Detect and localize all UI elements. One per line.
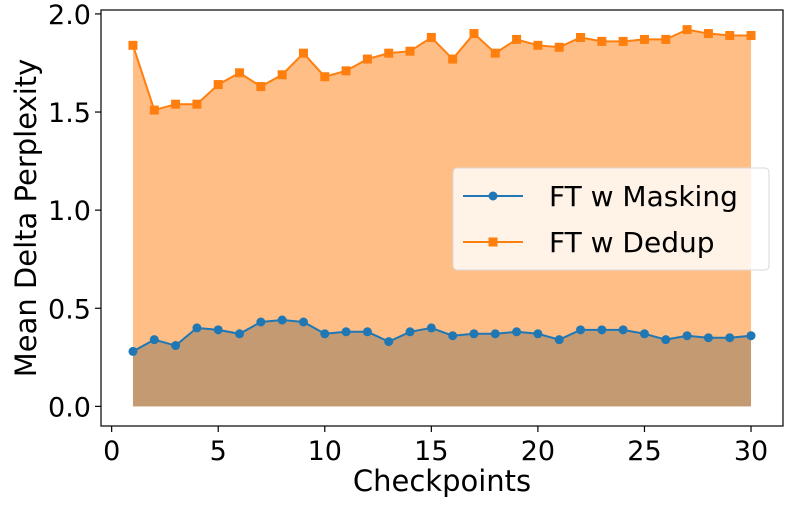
data-point [448, 54, 458, 64]
data-point [171, 341, 181, 351]
data-point [213, 80, 223, 90]
data-point [576, 325, 586, 335]
data-point [682, 25, 692, 35]
x-axis-ticks: 0 5 10 15 20 25 30 [103, 426, 768, 467]
data-point [256, 317, 266, 327]
data-point [277, 70, 287, 80]
data-point [576, 32, 586, 42]
data-point [661, 34, 671, 44]
data-point [235, 68, 245, 78]
legend-marker-0 [488, 191, 498, 201]
data-point [128, 346, 138, 356]
data-point [277, 315, 287, 325]
x-tick-label: 20 [521, 436, 555, 467]
y-tick-label: 2.0 [48, 0, 91, 31]
data-point [512, 34, 522, 44]
legend-marker-1 [488, 237, 498, 247]
x-tick-label: 30 [734, 436, 768, 467]
area-fill-1 [132, 29, 752, 407]
x-tick-label: 15 [414, 436, 448, 467]
data-point [426, 323, 436, 333]
data-point [512, 327, 522, 337]
plot-frame [100, 9, 784, 427]
data-point [661, 335, 671, 345]
x-tick-label: 10 [308, 436, 342, 467]
data-point [554, 42, 564, 52]
data-point [384, 337, 394, 347]
data-point [405, 327, 415, 337]
data-point [128, 40, 138, 50]
data-point [554, 335, 564, 345]
y-tick-label: 1.0 [48, 196, 91, 227]
data-point [298, 317, 308, 327]
data-point [320, 329, 330, 339]
data-point [235, 329, 245, 339]
data-point [490, 329, 500, 339]
data-point [746, 331, 756, 341]
y-axis-ticks: 0.0 0.5 1.0 1.5 2.0 [48, 0, 101, 423]
data-point [639, 329, 649, 339]
x-axis-label: Checkpoints [353, 464, 531, 498]
data-point [341, 327, 351, 337]
data-point [639, 34, 649, 44]
area-fill-0 [132, 320, 752, 407]
y-axis-label: Mean Delta Perplexity [9, 59, 43, 378]
area-fills [132, 29, 752, 407]
data-point [256, 82, 266, 92]
x-tick-label: 5 [210, 436, 227, 467]
x-tick-label: 0 [103, 436, 120, 467]
data-point [192, 323, 202, 333]
data-point [341, 66, 351, 76]
x-tick-label: 25 [627, 436, 661, 467]
data-point [192, 99, 202, 109]
data-point [149, 105, 159, 115]
data-point [533, 40, 543, 50]
legend-box [452, 167, 770, 271]
data-point [298, 48, 308, 58]
data-point [171, 99, 181, 109]
data-point [448, 331, 458, 341]
data-point [703, 333, 713, 343]
data-point [469, 29, 479, 39]
data-point [426, 32, 436, 42]
data-point [618, 325, 628, 335]
data-point [213, 325, 223, 335]
data-point [384, 48, 394, 58]
y-tick-label: 0.5 [48, 294, 91, 325]
data-point [149, 335, 159, 345]
data-point [597, 36, 607, 46]
data-point [320, 72, 330, 82]
data-point [746, 31, 756, 41]
data-point [682, 331, 692, 341]
data-point [725, 31, 735, 41]
y-tick-label: 1.5 [48, 98, 91, 129]
data-point [362, 327, 372, 337]
series-markers [128, 25, 756, 356]
y-tick-label: 0.0 [48, 392, 91, 423]
data-point [533, 329, 543, 339]
data-point [362, 54, 372, 64]
data-point [618, 36, 628, 46]
legend: FT w Masking FT w Dedup [452, 167, 770, 271]
data-point [597, 325, 607, 335]
data-point [469, 329, 479, 339]
data-point [703, 29, 713, 39]
data-point [490, 48, 500, 58]
data-point [405, 46, 415, 56]
data-point [725, 333, 735, 343]
legend-label-1: FT w Dedup [549, 226, 715, 259]
legend-label-0: FT w Masking [549, 180, 738, 213]
